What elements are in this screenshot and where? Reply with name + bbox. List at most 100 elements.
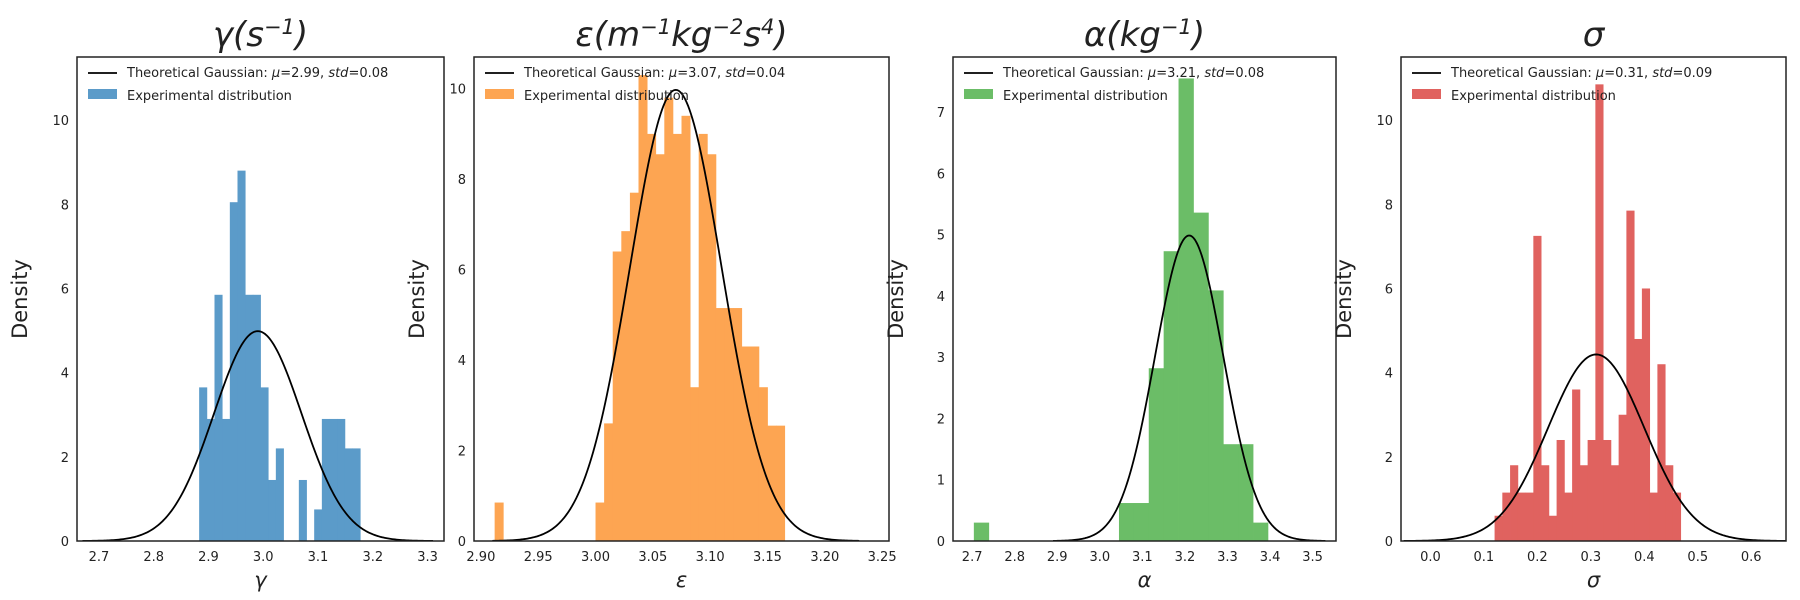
histogram-bar bbox=[1494, 515, 1503, 541]
x-tick-label: 3.15 bbox=[753, 550, 782, 565]
x-tick-label: 2.95 bbox=[524, 550, 553, 565]
x-tick-label: 0.2 bbox=[1527, 550, 1548, 565]
histogram-bar bbox=[750, 346, 760, 541]
histogram-bar bbox=[329, 418, 338, 541]
x-tick-label: 2.90 bbox=[466, 550, 495, 565]
legend-bar-swatch bbox=[88, 89, 117, 99]
legend-histogram-label: Experimental distribution bbox=[1451, 89, 1616, 104]
histogram-bar bbox=[1572, 389, 1581, 541]
legend: Theoretical Gaussian: μ=2.99, std=0.08 Ex… bbox=[88, 66, 388, 104]
histogram-bar bbox=[767, 425, 777, 541]
y-tick-label: 10 bbox=[449, 83, 466, 98]
histogram-bar bbox=[638, 75, 648, 541]
gaussian-curve bbox=[1403, 353, 1786, 541]
y-tick-label: 4 bbox=[1385, 367, 1393, 382]
y-tick-label: 0 bbox=[937, 535, 945, 550]
histogram-bar bbox=[1665, 465, 1674, 541]
x-tick-label: 3.20 bbox=[810, 550, 839, 565]
histogram-bar bbox=[621, 231, 631, 541]
y-tick-label: 7 bbox=[937, 106, 945, 121]
histogram-bar bbox=[1502, 492, 1511, 541]
histogram-bars bbox=[973, 78, 1269, 541]
histogram-bar bbox=[1510, 465, 1519, 541]
histogram-bar bbox=[1178, 78, 1194, 541]
histogram-bar bbox=[1618, 414, 1627, 541]
y-tick-label: 10 bbox=[52, 114, 69, 129]
chart-title: ε(m−1kg−2s4) bbox=[575, 15, 787, 55]
histogram-bar bbox=[724, 308, 734, 541]
y-tick-label: 6 bbox=[458, 264, 466, 279]
histogram-bar bbox=[298, 479, 307, 541]
y-axis-label: Density bbox=[405, 259, 429, 339]
y-tick-label: 0 bbox=[458, 535, 466, 550]
x-tick-label: 3.3 bbox=[1217, 550, 1238, 565]
legend-bar-swatch bbox=[485, 89, 514, 99]
y-tick-label: 2 bbox=[937, 412, 945, 427]
legend-gaussian-label: Theoretical Gaussian: μ=2.99, std=0.08 bbox=[126, 66, 388, 81]
gaussian-curve bbox=[492, 88, 860, 541]
histogram-bar bbox=[741, 346, 751, 541]
histogram-bar bbox=[214, 294, 223, 541]
chart-panel-4: 0.0 0.1 0.2 0.3 0.4 0.5 0.6 0 2 4 6 8 10 σ σ Density The… bbox=[1332, 15, 1787, 592]
histogram-bar bbox=[715, 308, 725, 541]
histogram-bar bbox=[222, 418, 231, 541]
y-tick-label: 0 bbox=[61, 535, 69, 550]
y-tick-label: 1 bbox=[937, 474, 945, 489]
y-tick-label: 3 bbox=[937, 351, 945, 366]
axes-frame bbox=[952, 56, 1337, 542]
histogram-bar bbox=[629, 192, 639, 541]
x-tick-label: 0.1 bbox=[1474, 550, 1495, 565]
histogram-bar bbox=[1587, 439, 1596, 541]
y-tick-label: 4 bbox=[458, 354, 466, 369]
legend-bar-swatch bbox=[1412, 89, 1441, 99]
x-tick-label: 3.0 bbox=[1089, 550, 1110, 565]
legend-gaussian-label: Theoretical Gaussian: μ=0.31, std=0.09 bbox=[1450, 66, 1712, 81]
histogram-bar bbox=[1118, 503, 1135, 541]
y-tick-label: 2 bbox=[61, 451, 69, 466]
legend-histogram-label: Experimental distribution bbox=[127, 89, 292, 104]
y-tick-label: 5 bbox=[937, 229, 945, 244]
histogram-bar bbox=[1579, 465, 1589, 541]
histogram-bar bbox=[337, 418, 346, 541]
histogram-bar bbox=[1533, 235, 1542, 541]
histogram-bar bbox=[612, 251, 622, 541]
x-tick-label: 3.00 bbox=[581, 550, 610, 565]
x-axis-label: γ bbox=[254, 568, 268, 592]
y-tick-label: 8 bbox=[458, 173, 466, 188]
histogram-bar bbox=[1634, 338, 1643, 541]
histogram-bar bbox=[1548, 515, 1557, 541]
y-tick-label: 4 bbox=[61, 367, 69, 382]
histogram-bar bbox=[1238, 444, 1254, 541]
x-tick-label: 3.25 bbox=[868, 550, 897, 565]
histogram-bar bbox=[1610, 465, 1620, 541]
histogram-bar bbox=[1657, 364, 1666, 541]
histogram-bar bbox=[1595, 84, 1604, 541]
axes-frame bbox=[76, 56, 445, 542]
histogram-bar bbox=[1133, 503, 1150, 541]
chart-title: γ(s−1) bbox=[213, 15, 308, 55]
legend-histogram-label: Experimental distribution bbox=[524, 89, 689, 104]
histogram-bar bbox=[245, 294, 254, 541]
x-tick-label: 3.5 bbox=[1302, 550, 1323, 565]
x-tick-label: 3.3 bbox=[417, 550, 438, 565]
histogram-bar bbox=[1649, 492, 1658, 541]
histogram-bar bbox=[655, 154, 665, 541]
histogram-bar bbox=[1556, 439, 1565, 541]
y-tick-label: 6 bbox=[937, 167, 945, 182]
histogram-bar bbox=[494, 502, 504, 541]
legend-gaussian-label: Theoretical Gaussian: μ=3.21, std=0.08 bbox=[1002, 66, 1264, 81]
x-tick-label: 3.05 bbox=[638, 550, 667, 565]
chart-panel-2: 2.90 2.95 3.00 3.05 3.10 3.15 3.20 3.25 0 2 4 6 8 10 ε… bbox=[405, 15, 897, 592]
legend-gaussian-label: Theoretical Gaussian: μ=3.07, std=0.04 bbox=[523, 66, 785, 81]
chart-title: α(kg−1) bbox=[1084, 15, 1205, 55]
histogram-bar bbox=[1148, 368, 1165, 541]
histogram-bar bbox=[1603, 439, 1612, 541]
histogram-bar bbox=[1626, 210, 1635, 541]
histogram-bar bbox=[733, 308, 743, 541]
histogram-bar bbox=[647, 133, 657, 541]
legend: Theoretical Gaussian: μ=0.31, std=0.09 Ex… bbox=[1412, 66, 1712, 104]
x-tick-label: 0.6 bbox=[1741, 550, 1762, 565]
x-tick-label: 2.7 bbox=[962, 550, 983, 565]
y-tick-label: 8 bbox=[1385, 198, 1393, 213]
